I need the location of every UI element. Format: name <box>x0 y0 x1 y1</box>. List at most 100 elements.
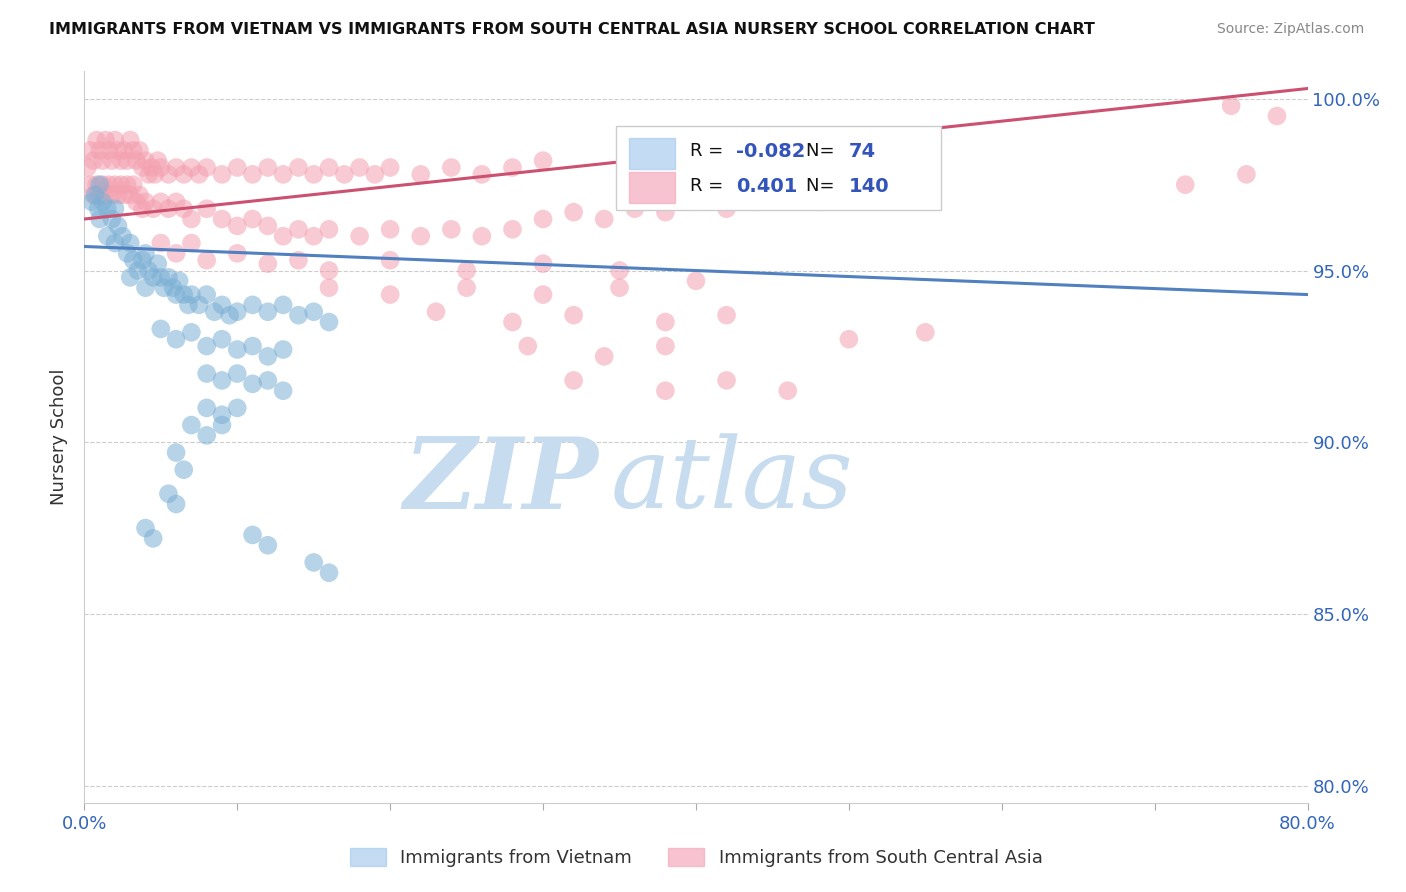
Point <box>142 270 165 285</box>
Point <box>211 298 233 312</box>
Point <box>120 133 142 147</box>
Point <box>287 222 309 236</box>
Point <box>440 222 463 236</box>
Point <box>101 212 124 227</box>
FancyBboxPatch shape <box>628 138 675 169</box>
Point <box>86 178 108 192</box>
Text: -0.082: -0.082 <box>737 142 806 161</box>
Point <box>287 161 309 175</box>
Point <box>502 315 524 329</box>
Point <box>776 188 799 202</box>
Point <box>97 178 120 192</box>
Point <box>138 167 160 181</box>
Point <box>218 308 240 322</box>
Point <box>131 161 153 175</box>
Point <box>333 167 356 181</box>
Point <box>135 246 157 260</box>
Point <box>142 202 165 216</box>
Point <box>195 367 218 381</box>
Point <box>149 161 172 175</box>
Point <box>271 298 294 312</box>
Point <box>531 287 554 301</box>
Point <box>456 281 478 295</box>
Point <box>128 188 150 202</box>
Point <box>1220 98 1243 112</box>
Text: atlas: atlas <box>610 434 853 529</box>
Point <box>125 153 148 168</box>
Point <box>257 538 280 552</box>
Point <box>211 212 233 227</box>
Point <box>318 161 340 175</box>
Point <box>609 263 631 277</box>
Point <box>318 281 340 295</box>
Point <box>173 463 195 477</box>
Point <box>180 235 202 250</box>
Point <box>135 281 157 295</box>
Point <box>271 167 294 181</box>
Point <box>318 315 340 329</box>
Point <box>122 178 145 192</box>
Point <box>242 376 264 391</box>
Point <box>242 167 264 181</box>
Legend: Immigrants from Vietnam, Immigrants from South Central Asia: Immigrants from Vietnam, Immigrants from… <box>350 847 1042 867</box>
Text: ZIP: ZIP <box>404 433 598 529</box>
Point <box>87 202 110 216</box>
Point <box>349 229 371 244</box>
Point <box>115 153 138 168</box>
Point <box>180 418 202 433</box>
Point <box>531 257 554 271</box>
Point <box>318 222 340 236</box>
Point <box>562 308 585 322</box>
Point <box>838 332 860 346</box>
Text: R =: R = <box>690 142 728 160</box>
Point <box>162 281 184 295</box>
Point <box>143 167 166 181</box>
Point <box>287 253 309 268</box>
Point <box>914 326 936 340</box>
Point <box>165 287 187 301</box>
Point <box>202 304 225 318</box>
Point <box>112 188 135 202</box>
Point <box>271 343 294 357</box>
Point <box>83 188 105 202</box>
Point <box>1265 109 1288 123</box>
Point <box>138 263 160 277</box>
Point <box>654 339 676 353</box>
Point <box>195 202 218 216</box>
Point <box>122 144 145 158</box>
Point <box>380 287 402 301</box>
Text: 140: 140 <box>849 177 890 195</box>
Point <box>242 339 264 353</box>
Point <box>654 205 676 219</box>
Point <box>173 167 195 181</box>
Point <box>609 281 631 295</box>
Point <box>302 304 325 318</box>
Point <box>122 253 145 268</box>
Point <box>165 445 187 459</box>
Point <box>165 194 187 209</box>
Point <box>685 194 707 209</box>
Point <box>226 161 249 175</box>
Text: Source: ZipAtlas.com: Source: ZipAtlas.com <box>1216 22 1364 37</box>
Point <box>128 144 150 158</box>
Point <box>516 339 538 353</box>
Point <box>107 219 129 233</box>
Point <box>226 401 249 415</box>
Point <box>226 246 249 260</box>
Point <box>104 235 127 250</box>
Point <box>141 161 163 175</box>
Point <box>1174 178 1197 192</box>
Point <box>104 133 127 147</box>
Point <box>593 212 616 227</box>
Point <box>257 373 280 387</box>
Point <box>257 161 280 175</box>
Point <box>211 167 233 181</box>
Point <box>242 212 264 227</box>
Point <box>180 212 202 227</box>
Point <box>107 188 129 202</box>
Point <box>83 153 105 168</box>
Point <box>654 384 676 398</box>
Point <box>142 532 165 546</box>
Point <box>89 212 111 227</box>
Point <box>115 246 138 260</box>
